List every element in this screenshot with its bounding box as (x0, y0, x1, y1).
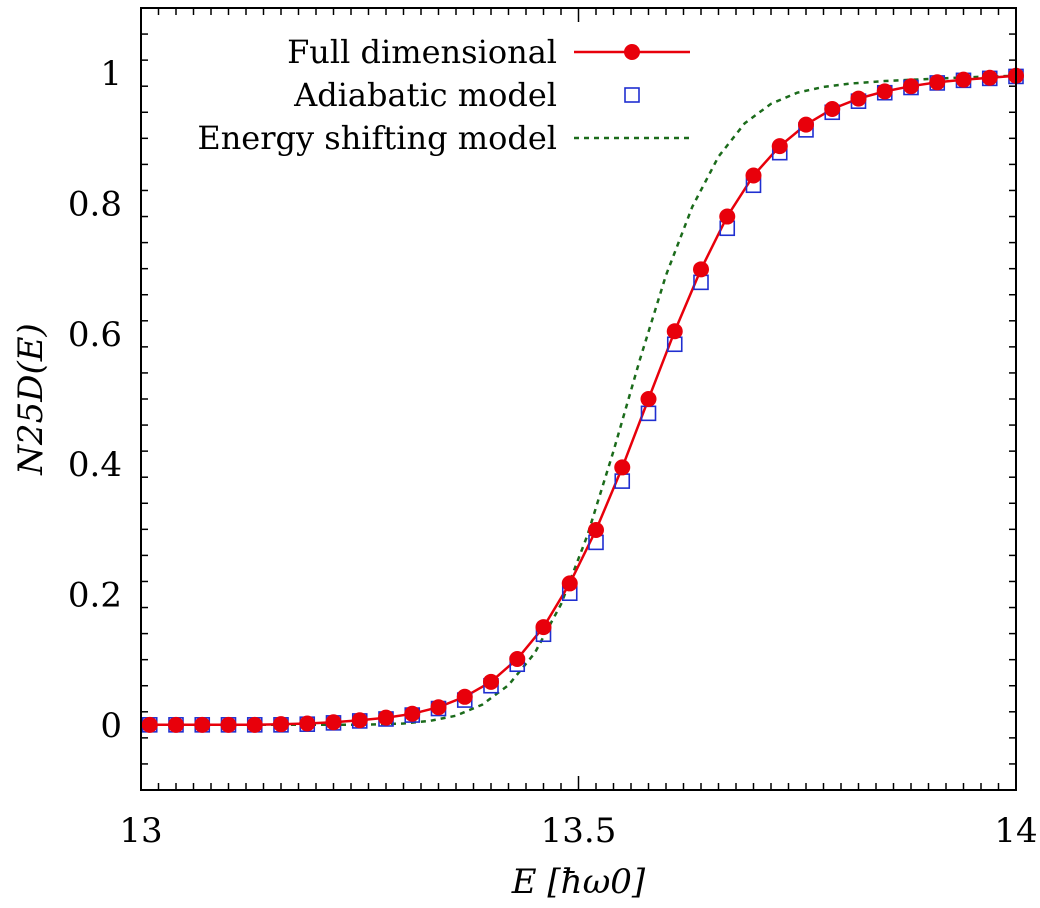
y-tick-label: 0.6 (68, 315, 122, 355)
full-dimensional-point (745, 167, 762, 184)
full-dimensional-point (351, 712, 368, 729)
full-dimensional-point (981, 69, 998, 86)
full-dimensional-point (246, 716, 263, 733)
ticks-layer (140, 7, 1017, 791)
y-tick-labels: 0 0.2 0.4 0.6 0.8 1 (68, 54, 122, 746)
y-tick-label: 0.4 (68, 445, 122, 485)
series-layer (141, 67, 1024, 733)
y-axis-label: N25D(E) (11, 323, 51, 476)
full-dimensional-point (876, 83, 893, 100)
full-dimensional-point (588, 521, 604, 538)
full-dimensional-point (220, 716, 237, 733)
full-dimensional-point (771, 138, 788, 155)
full-dimensional-point (798, 116, 814, 133)
full-dimensional-point (456, 688, 473, 705)
x-tick-label: 13.5 (541, 811, 617, 851)
legend-label: Energy shifting model (197, 119, 557, 157)
full-dimensional-point (719, 208, 736, 225)
full-dimensional-point (509, 651, 526, 668)
y-tick-label: 0.2 (68, 576, 122, 616)
full-dimensional-point (640, 391, 657, 407)
legend: Full dimensional Adiabatic model Energy sh… (197, 33, 690, 157)
x-tick-label: 13 (119, 811, 162, 851)
x-tick-labels: 13 13.5 14 (119, 811, 1037, 851)
legend-label: Adiabatic model (293, 76, 557, 114)
full-dimensional-point (404, 705, 421, 722)
series-full-dimensional-line (149, 74, 1017, 727)
full-dimensional-point (561, 575, 578, 592)
full-dimensional-point (325, 714, 342, 731)
full-dimensional-point (168, 716, 184, 733)
legend-full-dimensional-marker (624, 44, 640, 60)
legend-label: Full dimensional (287, 33, 557, 71)
y-tick-label: 0 (100, 706, 122, 746)
full-dimensional-point (903, 78, 919, 95)
full-dimensional-point (483, 673, 499, 690)
plot-frame (140, 7, 1017, 791)
full-dimensional-point (955, 71, 972, 88)
full-dimensional-point (929, 74, 946, 91)
y-tick-label: 1 (100, 54, 122, 94)
full-dimensional-point (535, 619, 552, 636)
y-tick-label: 0.8 (68, 185, 122, 225)
full-dimensional-point (850, 90, 867, 107)
full-dimensional-point (824, 101, 841, 118)
full-dimensional-point (273, 716, 289, 733)
full-dimensional-point (693, 261, 709, 278)
x-tick-label: 14 (994, 811, 1037, 851)
full-dimensional-point (666, 323, 683, 340)
full-dimensional-point (194, 716, 211, 733)
full-dimensional-point (430, 699, 447, 716)
full-dimensional-point (141, 716, 158, 733)
full-dimensional-point (299, 715, 316, 732)
legend-adiabatic-marker (624, 87, 640, 103)
x-axis-label: E [ħω0] (511, 862, 646, 902)
full-dimensional-point (378, 709, 394, 726)
full-dimensional-point (614, 459, 631, 476)
series-energy-shifting-line (141, 74, 1017, 727)
